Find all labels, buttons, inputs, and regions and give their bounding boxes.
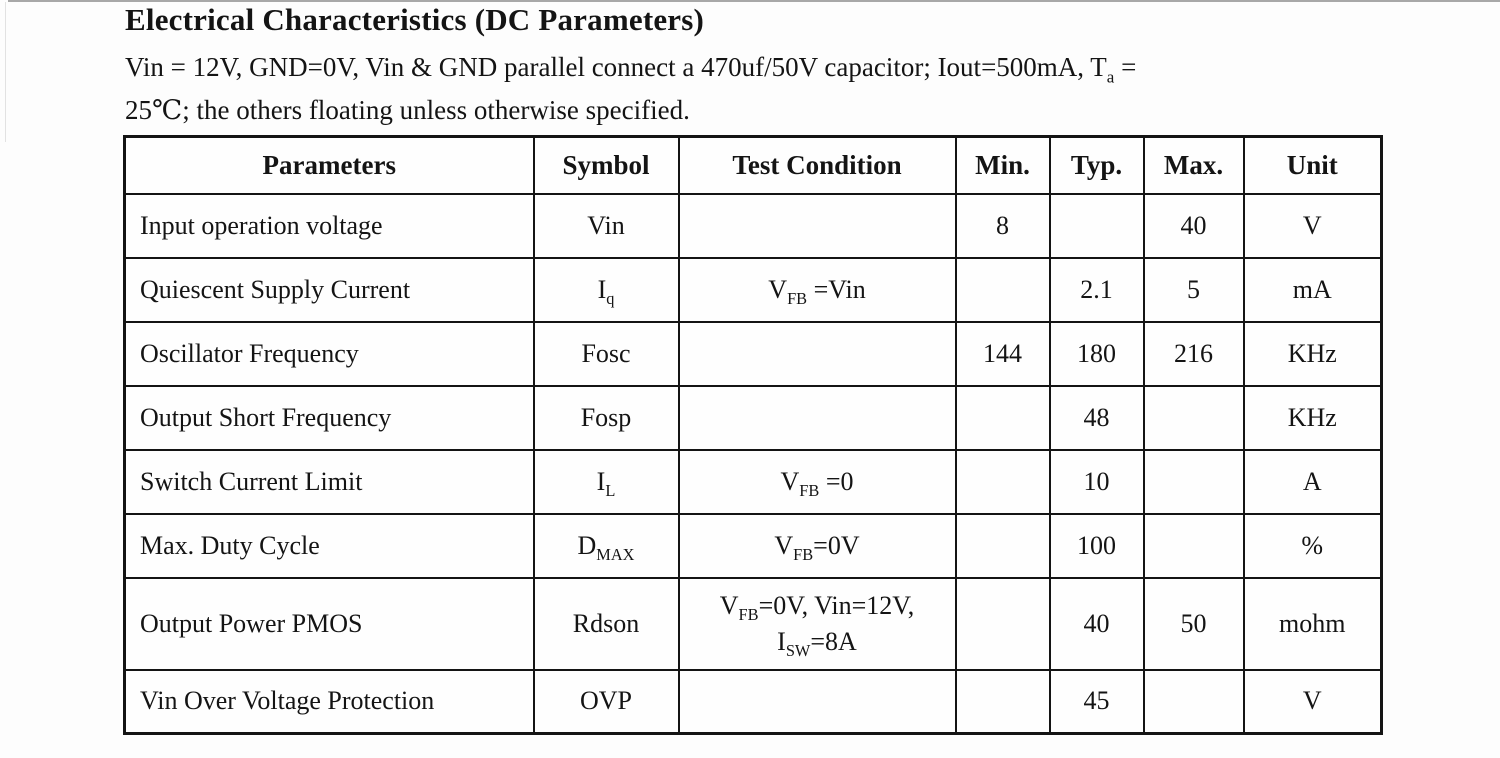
cell-parameter: Quiescent Supply Current (123, 256, 535, 323)
table-row: Input operation voltage Vin 8 40 V (123, 192, 1383, 259)
cell-symbol: OVP (532, 668, 680, 735)
cell-min (954, 384, 1051, 451)
table-row: Switch Current Limit IL VFB =0 10 A (123, 448, 1383, 515)
cell-parameter: Switch Current Limit (123, 448, 535, 515)
cell-symbol: DMAX (532, 512, 680, 579)
cell-symbol: Fosp (532, 384, 680, 451)
cell-parameter: Output Short Frequency (123, 384, 535, 451)
cell-max: 216 (1142, 320, 1245, 387)
cell-max: 40 (1142, 192, 1245, 259)
cell-typ: 2.1 (1048, 256, 1145, 323)
table-row: Output Short Frequency Fosp 48 KHz (123, 384, 1383, 451)
table-header-row: Parameters Symbol Test Condition Min. Typ. Ma… (123, 135, 1383, 195)
scan-edge-artifact-left (5, 2, 6, 142)
cell-unit: A (1242, 448, 1383, 515)
cell-unit: mohm (1242, 576, 1383, 671)
column-header-testcondition: Test Condition (677, 135, 957, 195)
column-header-unit: Unit (1242, 135, 1383, 195)
column-header-max: Max. (1142, 135, 1245, 195)
cell-min: 144 (954, 320, 1051, 387)
cell-max (1142, 668, 1245, 735)
cell-parameter: Max. Duty Cycle (123, 512, 535, 579)
cell-min (954, 448, 1051, 515)
cell-unit: KHz (1242, 320, 1383, 387)
test-conditions-line1: Vin = 12V, GND=0V, Vin & GND parallel co… (125, 52, 1137, 87)
cell-parameter: Vin Over Voltage Protection (123, 668, 535, 735)
cell-typ (1048, 192, 1145, 259)
cell-unit: mA (1242, 256, 1383, 323)
cell-typ: 48 (1048, 384, 1145, 451)
table-row: Quiescent Supply Current Iq VFB =Vin 2.1 5 mA (123, 256, 1383, 323)
cell-test-condition: VFB=0V (677, 512, 957, 579)
cell-unit: KHz (1242, 384, 1383, 451)
scan-edge-artifact (8, 0, 1500, 2)
cell-max (1142, 448, 1245, 515)
test-conditions-line2: 25℃; the others floating unless otherwis… (125, 95, 690, 125)
cell-parameter: Output Power PMOS (123, 576, 535, 671)
cell-test-condition (677, 192, 957, 259)
cell-typ: 10 (1048, 448, 1145, 515)
cell-unit: V (1242, 192, 1383, 259)
cell-unit: % (1242, 512, 1383, 579)
dc-parameters-table: Parameters Symbol Test Condition Min. Typ. Ma… (123, 135, 1383, 735)
cell-test-condition (677, 320, 957, 387)
table-body: Input operation voltage Vin 8 40 V Quiescent … (123, 192, 1383, 735)
cell-max: 50 (1142, 576, 1245, 671)
cell-min (954, 512, 1051, 579)
cell-unit: V (1242, 668, 1383, 735)
cell-typ: 45 (1048, 668, 1145, 735)
cell-test-condition: VFB =0 (677, 448, 957, 515)
column-header-symbol: Symbol (532, 135, 680, 195)
column-header-typ: Typ. (1048, 135, 1145, 195)
header-row: Parameters Symbol Test Condition Min. Typ. Ma… (123, 135, 1383, 195)
cell-test-condition (677, 384, 957, 451)
cell-parameter: Input operation voltage (123, 192, 535, 259)
cell-symbol: Fosc (532, 320, 680, 387)
table-row: Output Power PMOS Rdson VFB=0V, Vin=12V, IS… (123, 576, 1383, 671)
table-row: Oscillator Frequency Fosc 144 180 216 KHz (123, 320, 1383, 387)
cell-symbol: IL (532, 448, 680, 515)
cell-typ: 100 (1048, 512, 1145, 579)
test-conditions-note: Vin = 12V, GND=0V, Vin & GND parallel co… (125, 46, 1395, 132)
column-header-min: Min. (954, 135, 1051, 195)
column-header-parameters: Parameters (123, 135, 535, 195)
cell-symbol: Rdson (532, 576, 680, 671)
cell-test-condition: VFB=0V, Vin=12V, ISW=8A (677, 576, 957, 671)
cell-symbol: Vin (532, 192, 680, 259)
cell-test-condition (677, 668, 957, 735)
table-row: Vin Over Voltage Protection OVP 45 V (123, 668, 1383, 735)
cell-min (954, 668, 1051, 735)
cell-symbol: Iq (532, 256, 680, 323)
cell-typ: 40 (1048, 576, 1145, 671)
cell-min (954, 256, 1051, 323)
cell-max: 5 (1142, 256, 1245, 323)
cell-typ: 180 (1048, 320, 1145, 387)
cell-min: 8 (954, 192, 1051, 259)
cell-test-condition: VFB =Vin (677, 256, 957, 323)
cell-max (1142, 384, 1245, 451)
cell-max (1142, 512, 1245, 579)
table-row: Max. Duty Cycle DMAX VFB=0V 100% (123, 512, 1383, 579)
page-title: Electrical Characteristics (DC Parameter… (125, 2, 705, 37)
cell-parameter: Oscillator Frequency (123, 320, 535, 387)
cell-min (954, 576, 1051, 671)
